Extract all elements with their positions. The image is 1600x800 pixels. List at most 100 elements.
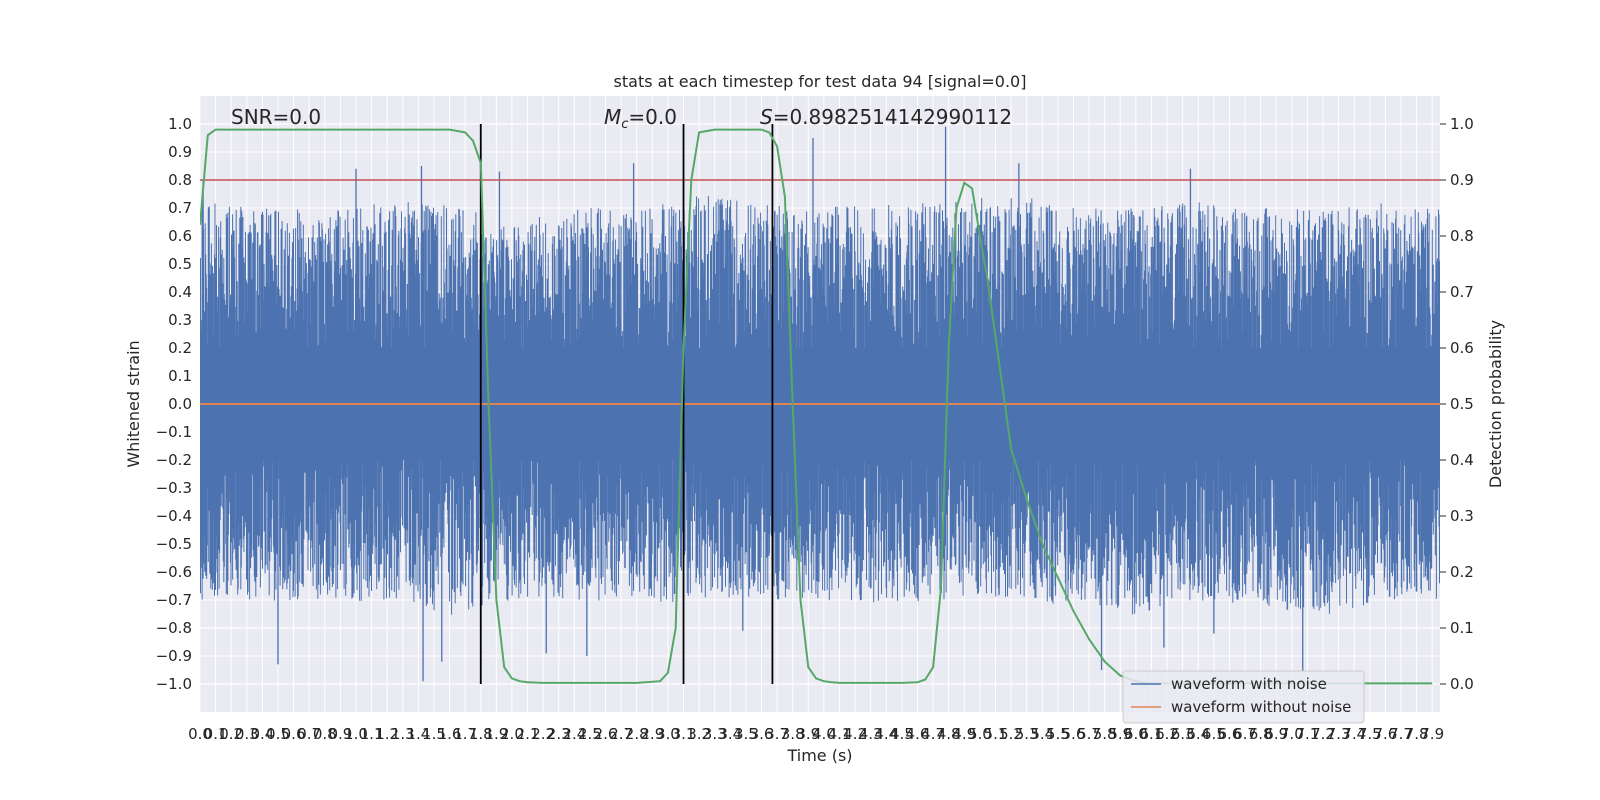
x-tick-label: 0.5 <box>266 725 290 743</box>
y-tick-label-right: 0.7 <box>1450 283 1474 301</box>
y-tick-label-left: −0.9 <box>156 647 192 665</box>
y-tick-label-left: −1.0 <box>156 675 192 693</box>
series-detection-probability <box>200 128 1433 685</box>
x-tick-label: 7.5 <box>1358 725 1382 743</box>
y-tick-label-left: 0.4 <box>168 283 192 301</box>
x-tick-label: 3.5 <box>734 725 758 743</box>
s-annotation: S=0.8982514142990112 <box>760 105 1012 129</box>
x-tick-label: 4.7 <box>921 725 945 743</box>
x-tick-label: 1.1 <box>360 725 384 743</box>
y-tick-label-left: −0.7 <box>156 591 192 609</box>
x-tick-label: 6.6 <box>1218 725 1242 743</box>
x-tick-label: 4.8 <box>937 725 961 743</box>
y-tick-label-right: 0.9 <box>1450 171 1474 189</box>
x-tick-label: 3.8 <box>781 725 805 743</box>
x-tick-label: 7.0 <box>1280 725 1304 743</box>
s-value: =0.8982514142990112 <box>773 105 1012 129</box>
x-tick-label: 0.1 <box>204 725 228 743</box>
mc-annotation: Mc=0.0 <box>604 105 677 132</box>
x-tick-label: 0.7 <box>297 725 321 743</box>
x-tick-label: 1.3 <box>391 725 415 743</box>
x-tick-label: 5.5 <box>1046 725 1070 743</box>
x-tick-label: 6.3 <box>1171 725 1195 743</box>
x-tick-label: 3.6 <box>750 725 774 743</box>
x-tick-label: 4.4 <box>874 725 898 743</box>
x-tick-label: 6.7 <box>1233 725 1257 743</box>
x-tick-label: 6.8 <box>1249 725 1273 743</box>
y-tick-label-left: 0.8 <box>168 171 192 189</box>
x-tick-label: 4.9 <box>952 725 976 743</box>
x-tick-label: 2.8 <box>625 725 649 743</box>
x-tick-label: 7.2 <box>1311 725 1335 743</box>
x-tick-label: 0.4 <box>250 725 274 743</box>
x-tick-label: 1.2 <box>375 725 399 743</box>
y-tick-label-right: 0.3 <box>1450 507 1474 525</box>
y-tick-label-right: 0.8 <box>1450 227 1474 245</box>
x-tick-label: 3.4 <box>718 725 742 743</box>
x-tick-label: 7.7 <box>1389 725 1413 743</box>
x-tick-label: 0.2 <box>219 725 243 743</box>
y-tick-label-right: 0.4 <box>1450 451 1474 469</box>
legend: waveform with noise waveform without noi… <box>1122 670 1365 724</box>
x-tick-label: 7.4 <box>1342 725 1366 743</box>
noise-trace <box>200 196 1440 615</box>
x-tick-label: 6.0 <box>1124 725 1148 743</box>
x-tick-label: 2.5 <box>578 725 602 743</box>
x-tick-label: 6.9 <box>1264 725 1288 743</box>
x-tick-label: 2.2 <box>531 725 555 743</box>
y-tick-label-left: 0.7 <box>168 199 192 217</box>
x-tick-label: 7.3 <box>1327 725 1351 743</box>
x-tick-label: 2.0 <box>500 725 524 743</box>
probability-line <box>200 128 1433 685</box>
mc-subscript: c <box>621 117 628 132</box>
x-tick-label: 5.6 <box>1062 725 1086 743</box>
y-tick-label-left: −0.3 <box>156 479 192 497</box>
mc-symbol: M <box>604 105 621 129</box>
x-tick-label: 3.0 <box>656 725 680 743</box>
x-tick-label: 3.1 <box>672 725 696 743</box>
x-tick-label: 0.9 <box>328 725 352 743</box>
y-tick-label-left: −0.1 <box>156 423 192 441</box>
x-axis-label: Time (s) <box>786 746 852 765</box>
y-tick-label-right: 0.5 <box>1450 395 1474 413</box>
x-tick-label: 7.6 <box>1373 725 1397 743</box>
x-tick-label: 4.0 <box>812 725 836 743</box>
x-tick-label: 0.0 <box>188 725 212 743</box>
x-tick-label: 1.8 <box>469 725 493 743</box>
y-tick-label-left: −0.5 <box>156 535 192 553</box>
x-tick-label: 6.1 <box>1140 725 1164 743</box>
x-tick-label: 7.9 <box>1420 725 1444 743</box>
x-tick-label: 2.9 <box>640 725 664 743</box>
y-tick-label-right: 0.2 <box>1450 563 1474 581</box>
chart-title: stats at each timestep for test data 94 … <box>614 72 1027 91</box>
y-tick-label-left: 0.6 <box>168 227 192 245</box>
y-tick-labels-right: 1.0 0.9 0.8 0.7 0.6 0.5 0.4 0.3 0.2 0.1 0.0 <box>1440 115 1474 693</box>
y-tick-label-left: 1.0 <box>168 115 192 133</box>
y-tick-label-left: 0.9 <box>168 143 192 161</box>
y-tick-label-left: −0.2 <box>156 451 192 469</box>
x-tick-label: 5.7 <box>1077 725 1101 743</box>
x-tick-label: 4.6 <box>906 725 930 743</box>
y-tick-label-right: 0.6 <box>1450 339 1474 357</box>
x-tick-label: 5.3 <box>1015 725 1039 743</box>
y-tick-labels-left: 1.0 0.9 0.8 0.7 0.6 0.5 0.4 0.3 0.2 0.1 0.0 −0.1 −0.… <box>156 115 192 693</box>
y-tick-label-right: 1.0 <box>1450 115 1474 133</box>
y-tick-label-left: 0.0 <box>168 395 192 413</box>
s-symbol: S <box>760 105 773 129</box>
y-tick-label-left: −0.6 <box>156 563 192 581</box>
y-tick-label-right: 0.0 <box>1450 675 1474 693</box>
y-tick-label-left: −0.4 <box>156 507 192 525</box>
y-axis-label-left: Whitened strain <box>124 340 143 467</box>
legend-label-waveform-with-noise: waveform with noise <box>1171 675 1327 693</box>
y-tick-label-left: −0.8 <box>156 619 192 637</box>
legend-label-waveform-without-noise: waveform without noise <box>1171 698 1351 716</box>
y-tick-label-left: 0.2 <box>168 339 192 357</box>
x-tick-label: 5.1 <box>984 725 1008 743</box>
x-tick-label: 4.3 <box>859 725 883 743</box>
y-tick-label-left: 0.5 <box>168 255 192 273</box>
x-tick-label: 5.8 <box>1093 725 1117 743</box>
x-tick-label: 2.6 <box>594 725 618 743</box>
x-tick-label: 6.5 <box>1202 725 1226 743</box>
x-tick-label: 0.8 <box>313 725 337 743</box>
